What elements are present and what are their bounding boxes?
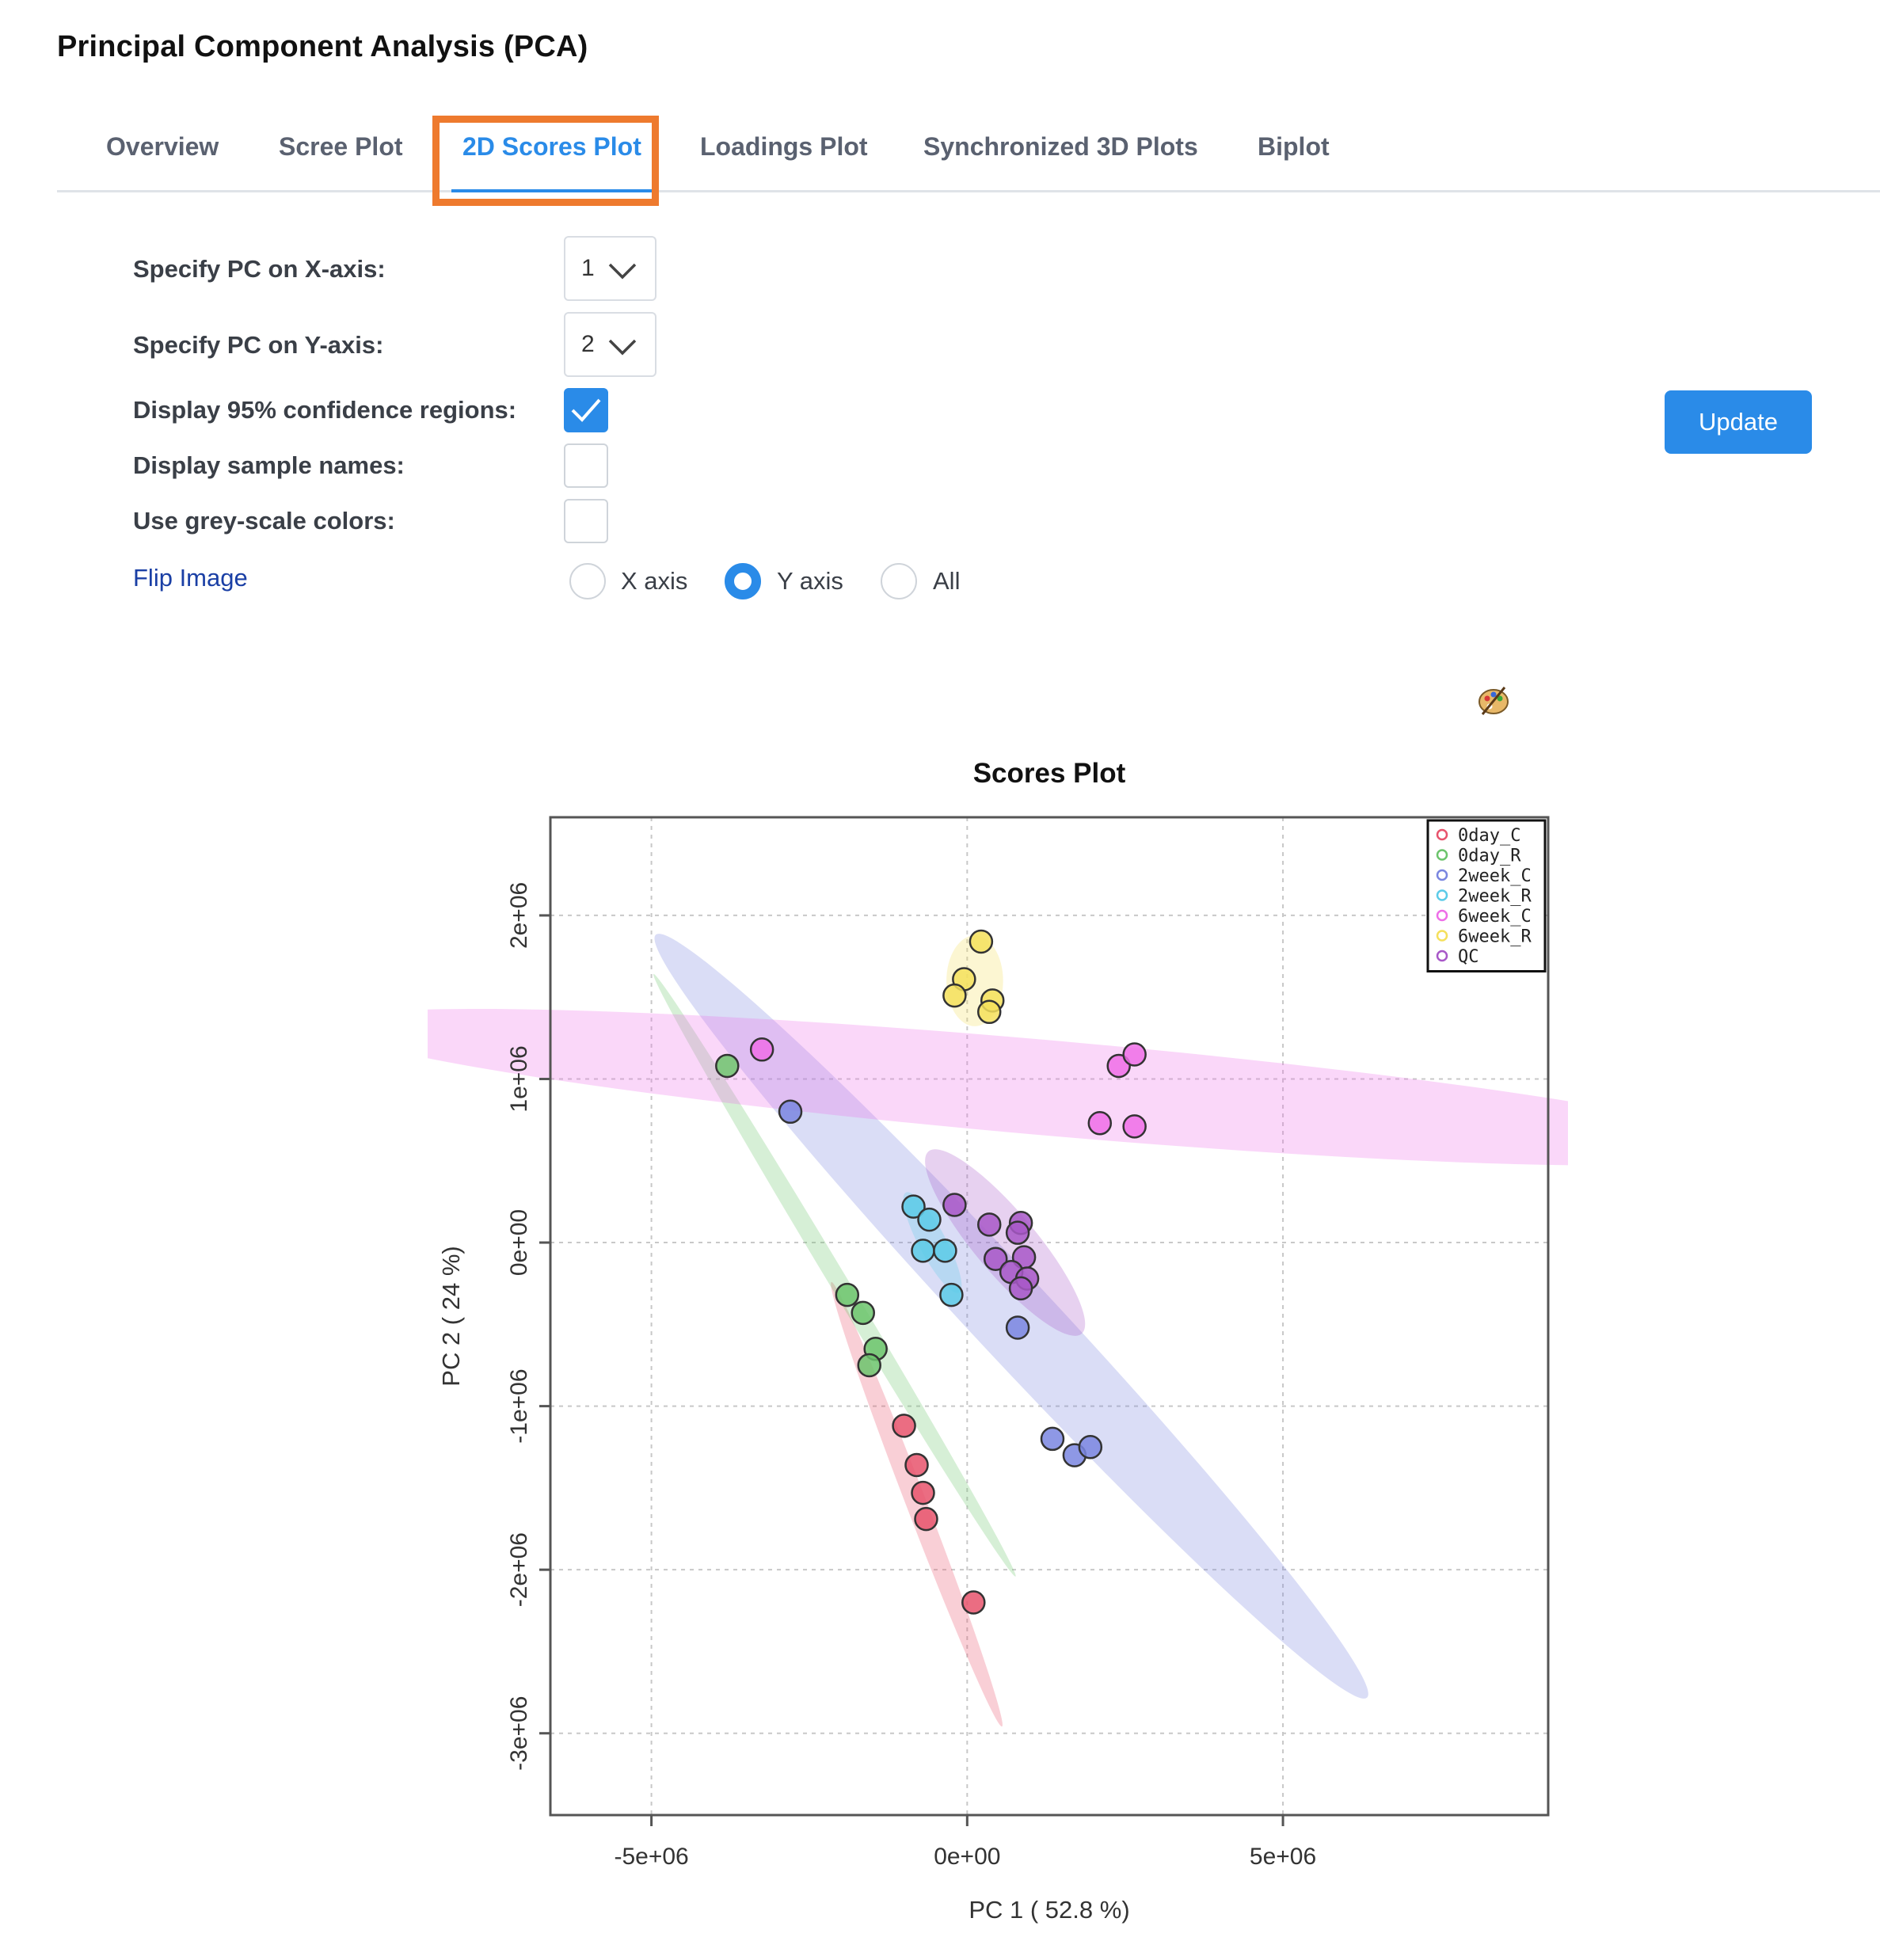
data-point-0day_R xyxy=(857,1353,881,1378)
chevron-down-icon xyxy=(608,263,637,280)
y-tick-label: 0e+00 xyxy=(506,1209,532,1276)
flip-y-axis-radio[interactable] xyxy=(725,563,761,599)
tab-synchronized-3d-plots[interactable]: Synchronized 3D Plots xyxy=(923,132,1198,161)
legend-label: 2week_C xyxy=(1458,866,1532,886)
data-point-QC xyxy=(942,1193,967,1217)
flip-all-label: All xyxy=(933,567,961,595)
x-tick-label: 0e+00 xyxy=(934,1844,1000,1870)
legend-marker xyxy=(1436,889,1448,901)
data-point-2week_R xyxy=(911,1239,935,1263)
scores-plot: -5e+06 0e+00 5e+06 -3e+06 -2e+06 -1e+06 0e+00 1… xyxy=(428,758,1568,1924)
chevron-down-icon xyxy=(608,339,637,356)
y-axis-select[interactable]: 2 xyxy=(564,312,656,377)
sample-names-label: Display sample names: xyxy=(133,451,405,479)
y-tick-label: -3e+06 xyxy=(506,1696,532,1771)
tab-scree-plot[interactable]: Scree Plot xyxy=(279,132,403,161)
data-point-6week_C xyxy=(1122,1042,1147,1067)
x-tick-label: 5e+06 xyxy=(1250,1844,1316,1870)
data-point-0day_C xyxy=(914,1506,938,1532)
flip-all-radio[interactable] xyxy=(881,563,917,599)
data-point-6week_R xyxy=(969,929,994,954)
data-point-2week_C xyxy=(1040,1426,1065,1452)
chart-title: Scores Plot xyxy=(973,758,1126,789)
confidence-ellipse-0day_R xyxy=(653,973,1016,1577)
data-point-0day_C xyxy=(892,1414,916,1438)
data-point-2week_R xyxy=(933,1239,957,1263)
data-point-QC xyxy=(976,1212,1002,1237)
legend: 0day_C0day_R2week_C2week_R6week_C6week_R… xyxy=(1426,819,1547,972)
legend-label: 0day_R xyxy=(1458,847,1521,866)
legend-marker xyxy=(1436,909,1448,922)
tab-biplot[interactable]: Biplot xyxy=(1258,132,1330,161)
plot-frame xyxy=(549,816,1550,1817)
grey-scale-label: Use grey-scale colors: xyxy=(133,507,395,535)
legend-label: 6week_C xyxy=(1458,907,1532,927)
data-point-0day_C xyxy=(904,1452,929,1478)
flip-image-link[interactable]: Flip Image xyxy=(133,564,248,592)
x-axis-title: PC 1 ( 52.8 %) xyxy=(969,1896,1129,1924)
data-point-QC xyxy=(1005,1220,1030,1245)
x-tick-label: -5e+06 xyxy=(614,1844,688,1870)
y-axis-label: Specify PC on Y-axis: xyxy=(133,331,384,359)
data-point-2week_R xyxy=(939,1282,964,1307)
data-point-0day_R xyxy=(835,1282,860,1307)
data-point-6week_C xyxy=(749,1037,774,1062)
y-axis-title: PC 2 ( 24 %) xyxy=(437,1246,465,1386)
data-point-6week_C xyxy=(1087,1111,1113,1136)
legend-label: 6week_R xyxy=(1458,927,1532,947)
data-point-0day_C xyxy=(911,1480,935,1505)
legend-label: 0day_C xyxy=(1458,826,1520,846)
legend-label: 2week_R xyxy=(1458,887,1532,907)
confidence-regions-label: Display 95% confidence regions: xyxy=(133,396,517,424)
legend-marker xyxy=(1436,828,1448,841)
data-point-0day_R xyxy=(851,1300,875,1326)
sample-names-checkbox[interactable] xyxy=(564,443,608,488)
data-point-QC xyxy=(1008,1276,1033,1301)
flip-x-axis-radio[interactable] xyxy=(569,563,606,599)
legend-marker xyxy=(1436,849,1448,861)
legend-label: QC xyxy=(1458,947,1479,967)
flip-y-axis-label: Y axis xyxy=(777,567,843,595)
data-point-6week_R xyxy=(976,999,1002,1025)
tab-overview[interactable]: Overview xyxy=(106,132,219,161)
grey-scale-checkbox[interactable] xyxy=(564,499,608,543)
x-axis-label: Specify PC on X-axis: xyxy=(133,255,386,283)
palette-icon[interactable] xyxy=(1476,683,1511,717)
confidence-ellipse-6week_C xyxy=(428,1008,1568,1166)
legend-marker xyxy=(1436,869,1448,881)
tab-bar: Overview Scree Plot 2D Scores Plot Loadi… xyxy=(57,111,1880,192)
data-point-QC xyxy=(983,1246,1008,1271)
check-icon xyxy=(571,398,601,422)
data-point-0day_C xyxy=(961,1590,986,1615)
page-title: Principal Component Analysis (PCA) xyxy=(57,30,588,63)
y-tick-label: -2e+06 xyxy=(506,1532,532,1607)
tab-2d-scores-plot[interactable]: 2D Scores Plot xyxy=(451,111,653,192)
confidence-ellipse-QC xyxy=(925,1149,1086,1336)
confidence-regions-checkbox[interactable] xyxy=(564,388,608,432)
y-axis-value: 2 xyxy=(581,331,595,357)
legend-marker xyxy=(1436,930,1448,942)
y-tick-label: 2e+06 xyxy=(506,882,532,949)
data-point-2week_R xyxy=(917,1207,942,1232)
y-tick-label: -1e+06 xyxy=(506,1368,532,1443)
tab-highlight-box xyxy=(432,116,659,206)
y-tick-label: 1e+06 xyxy=(506,1045,532,1112)
data-point-6week_C xyxy=(1122,1114,1147,1139)
x-axis-select[interactable]: 1 xyxy=(564,236,656,301)
data-point-2week_C xyxy=(1078,1434,1103,1460)
update-button[interactable]: Update xyxy=(1665,390,1812,454)
tab-loadings-plot[interactable]: Loadings Plot xyxy=(700,132,868,161)
data-point-0day_R xyxy=(715,1053,740,1079)
data-point-2week_C xyxy=(1005,1315,1030,1340)
legend-marker xyxy=(1436,950,1448,962)
data-point-6week_R xyxy=(942,983,967,1008)
confidence-ellipse-2week_C xyxy=(654,934,1368,1699)
x-axis-value: 1 xyxy=(581,255,595,281)
data-point-2week_C xyxy=(778,1099,803,1125)
flip-x-axis-label: X axis xyxy=(621,567,688,595)
data-point-2week_R xyxy=(901,1194,926,1219)
confidence-ellipse-0day_C xyxy=(831,1281,1003,1727)
